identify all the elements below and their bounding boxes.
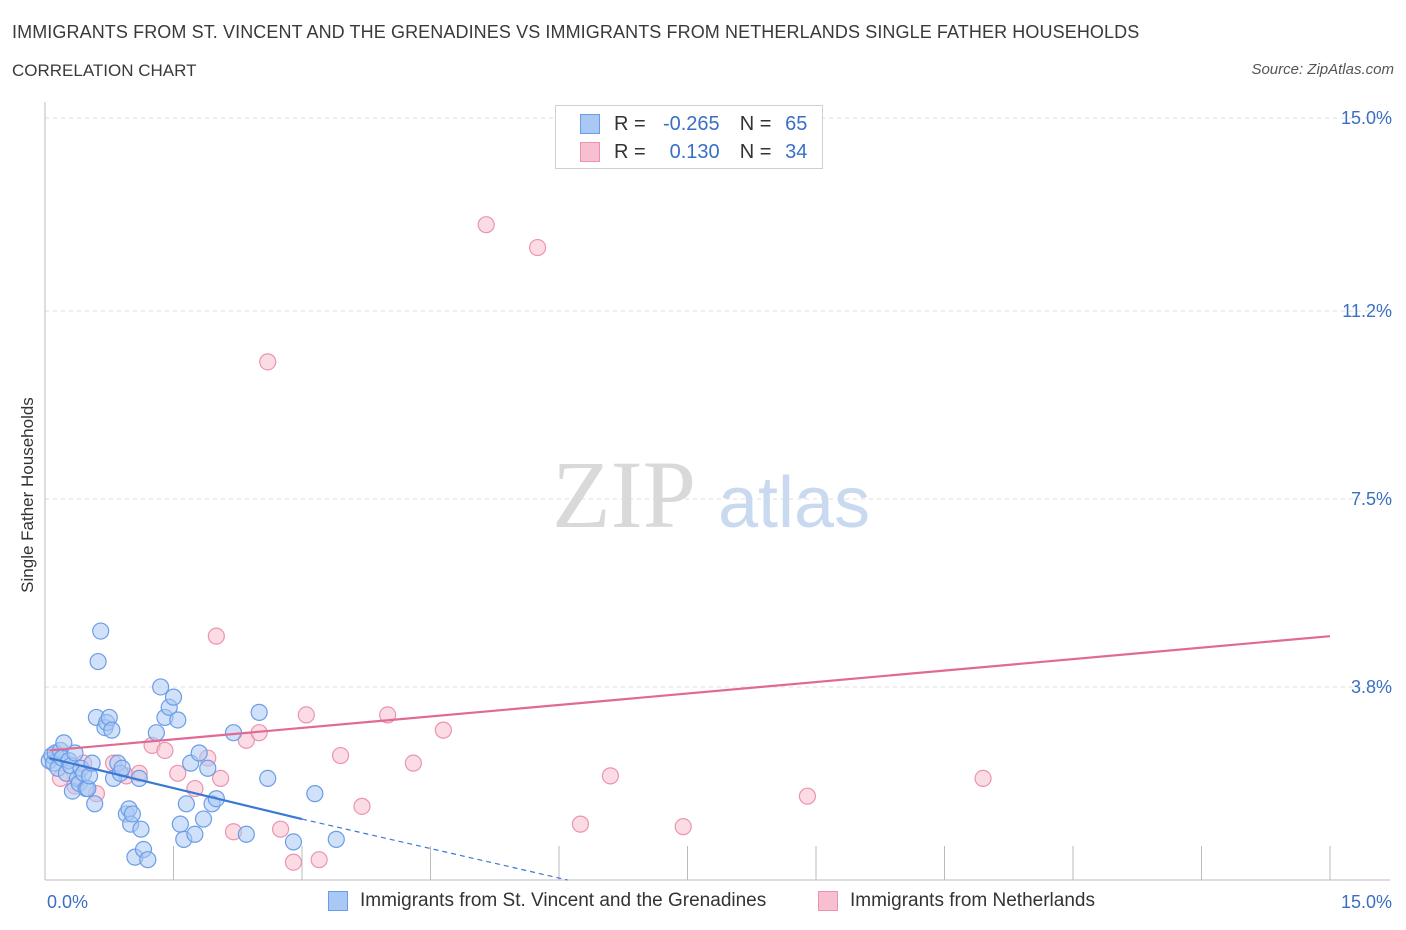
watermark-atlas: atlas bbox=[718, 463, 870, 543]
bottom-legend-netherlands: Immigrants from Netherlands bbox=[818, 890, 1095, 912]
data-point-netherlands bbox=[353, 797, 371, 815]
data-point-netherlands bbox=[331, 746, 350, 765]
data-point-st-vincent bbox=[259, 769, 277, 788]
data-point-st-vincent bbox=[169, 711, 187, 729]
legend-swatch-blue bbox=[328, 891, 348, 911]
chart-title: IMMIGRANTS FROM ST. VINCENT AND THE GREN… bbox=[12, 22, 1140, 42]
y-tick-label: 11.2% bbox=[1342, 301, 1392, 321]
data-point-netherlands bbox=[798, 787, 817, 805]
data-point-netherlands bbox=[674, 818, 692, 836]
y-tick-label: 3.8% bbox=[1351, 677, 1392, 697]
trend-line-netherlands bbox=[49, 635, 1331, 752]
data-point-netherlands bbox=[477, 216, 495, 234]
series-st-vincent bbox=[40, 622, 345, 869]
data-point-netherlands bbox=[571, 815, 590, 833]
n-label: N = bbox=[739, 112, 772, 135]
legend-swatch-blue bbox=[580, 114, 600, 134]
tick-labels: 3.8% 7.5% 11.2% 15.0% 0.0% 15.0% bbox=[47, 108, 1392, 912]
data-point-st-vincent bbox=[147, 724, 165, 742]
data-point-st-vincent bbox=[89, 652, 107, 671]
legend-row-netherlands: R = 0.130 N = 34 bbox=[580, 140, 807, 164]
trend-line-st-vincent-extension bbox=[301, 818, 568, 881]
series-netherlands bbox=[51, 216, 992, 871]
n-label: N = bbox=[739, 140, 772, 163]
data-point-netherlands bbox=[259, 353, 277, 371]
x-tick-label: 15.0% bbox=[1341, 892, 1392, 912]
data-point-netherlands bbox=[169, 764, 187, 782]
watermark-zip: ZIP bbox=[552, 441, 696, 548]
r-value: -0.265 bbox=[662, 112, 720, 135]
data-point-st-vincent bbox=[284, 833, 303, 851]
data-point-st-vincent bbox=[177, 795, 195, 813]
gridlines bbox=[45, 117, 1390, 688]
data-point-st-vincent bbox=[186, 825, 204, 843]
data-point-st-vincent bbox=[199, 759, 217, 777]
n-value: 65 bbox=[785, 112, 808, 135]
data-point-st-vincent bbox=[194, 810, 213, 828]
data-point-st-vincent bbox=[92, 622, 110, 640]
data-point-st-vincent bbox=[171, 815, 189, 833]
legend-swatch-pink bbox=[580, 142, 600, 162]
correlation-legend: R = -0.265 N = 65 R = 0.130 N = 34 bbox=[555, 105, 823, 169]
data-point-netherlands bbox=[974, 769, 992, 788]
r-label: R = bbox=[614, 112, 646, 135]
data-point-st-vincent bbox=[250, 703, 268, 721]
data-point-st-vincent bbox=[139, 851, 157, 869]
chart-subtitle: CORRELATION CHART bbox=[12, 61, 197, 80]
legend-row-st-vincent: R = -0.265 N = 65 bbox=[580, 112, 807, 136]
data-point-st-vincent bbox=[152, 678, 170, 696]
trend-line-st-vincent bbox=[49, 757, 303, 821]
data-point-netherlands bbox=[207, 627, 225, 645]
data-point-netherlands bbox=[310, 851, 328, 869]
data-point-netherlands bbox=[434, 721, 452, 739]
x-tick-label: 0.0% bbox=[47, 892, 88, 912]
data-point-st-vincent bbox=[237, 825, 255, 843]
y-tick-label: 15.0% bbox=[1341, 108, 1392, 128]
data-point-st-vincent bbox=[123, 805, 141, 823]
data-point-st-vincent bbox=[132, 820, 150, 838]
watermark: ZIP atlas bbox=[552, 441, 870, 548]
data-point-netherlands bbox=[156, 741, 174, 760]
y-tick-label: 7.5% bbox=[1351, 489, 1392, 509]
r-value: 0.130 bbox=[669, 140, 720, 163]
data-point-st-vincent bbox=[190, 744, 208, 762]
r-label: R = bbox=[614, 140, 646, 163]
source-credit: Source: ZipAtlas.com bbox=[1251, 61, 1394, 78]
data-point-netherlands bbox=[297, 706, 315, 724]
data-point-netherlands bbox=[212, 769, 230, 788]
legend-label: Immigrants from St. Vincent and the Gren… bbox=[360, 890, 767, 911]
axes bbox=[44, 102, 1390, 881]
bottom-legend-st-vincent: Immigrants from St. Vincent and the Gren… bbox=[328, 890, 766, 912]
data-point-netherlands bbox=[601, 767, 620, 785]
data-point-st-vincent bbox=[103, 721, 121, 739]
data-point-st-vincent bbox=[327, 830, 345, 848]
legend-swatch-pink bbox=[818, 891, 838, 911]
data-point-st-vincent bbox=[306, 785, 324, 803]
data-point-netherlands bbox=[284, 853, 303, 871]
data-point-st-vincent bbox=[86, 795, 104, 813]
data-point-st-vincent bbox=[55, 734, 73, 752]
trend-lines bbox=[49, 635, 1331, 881]
data-point-netherlands bbox=[271, 820, 290, 838]
legend-label: Immigrants from Netherlands bbox=[850, 890, 1095, 911]
data-point-netherlands bbox=[404, 754, 422, 772]
data-point-netherlands bbox=[528, 238, 547, 257]
data-point-st-vincent bbox=[164, 688, 183, 706]
n-value: 34 bbox=[785, 140, 808, 163]
